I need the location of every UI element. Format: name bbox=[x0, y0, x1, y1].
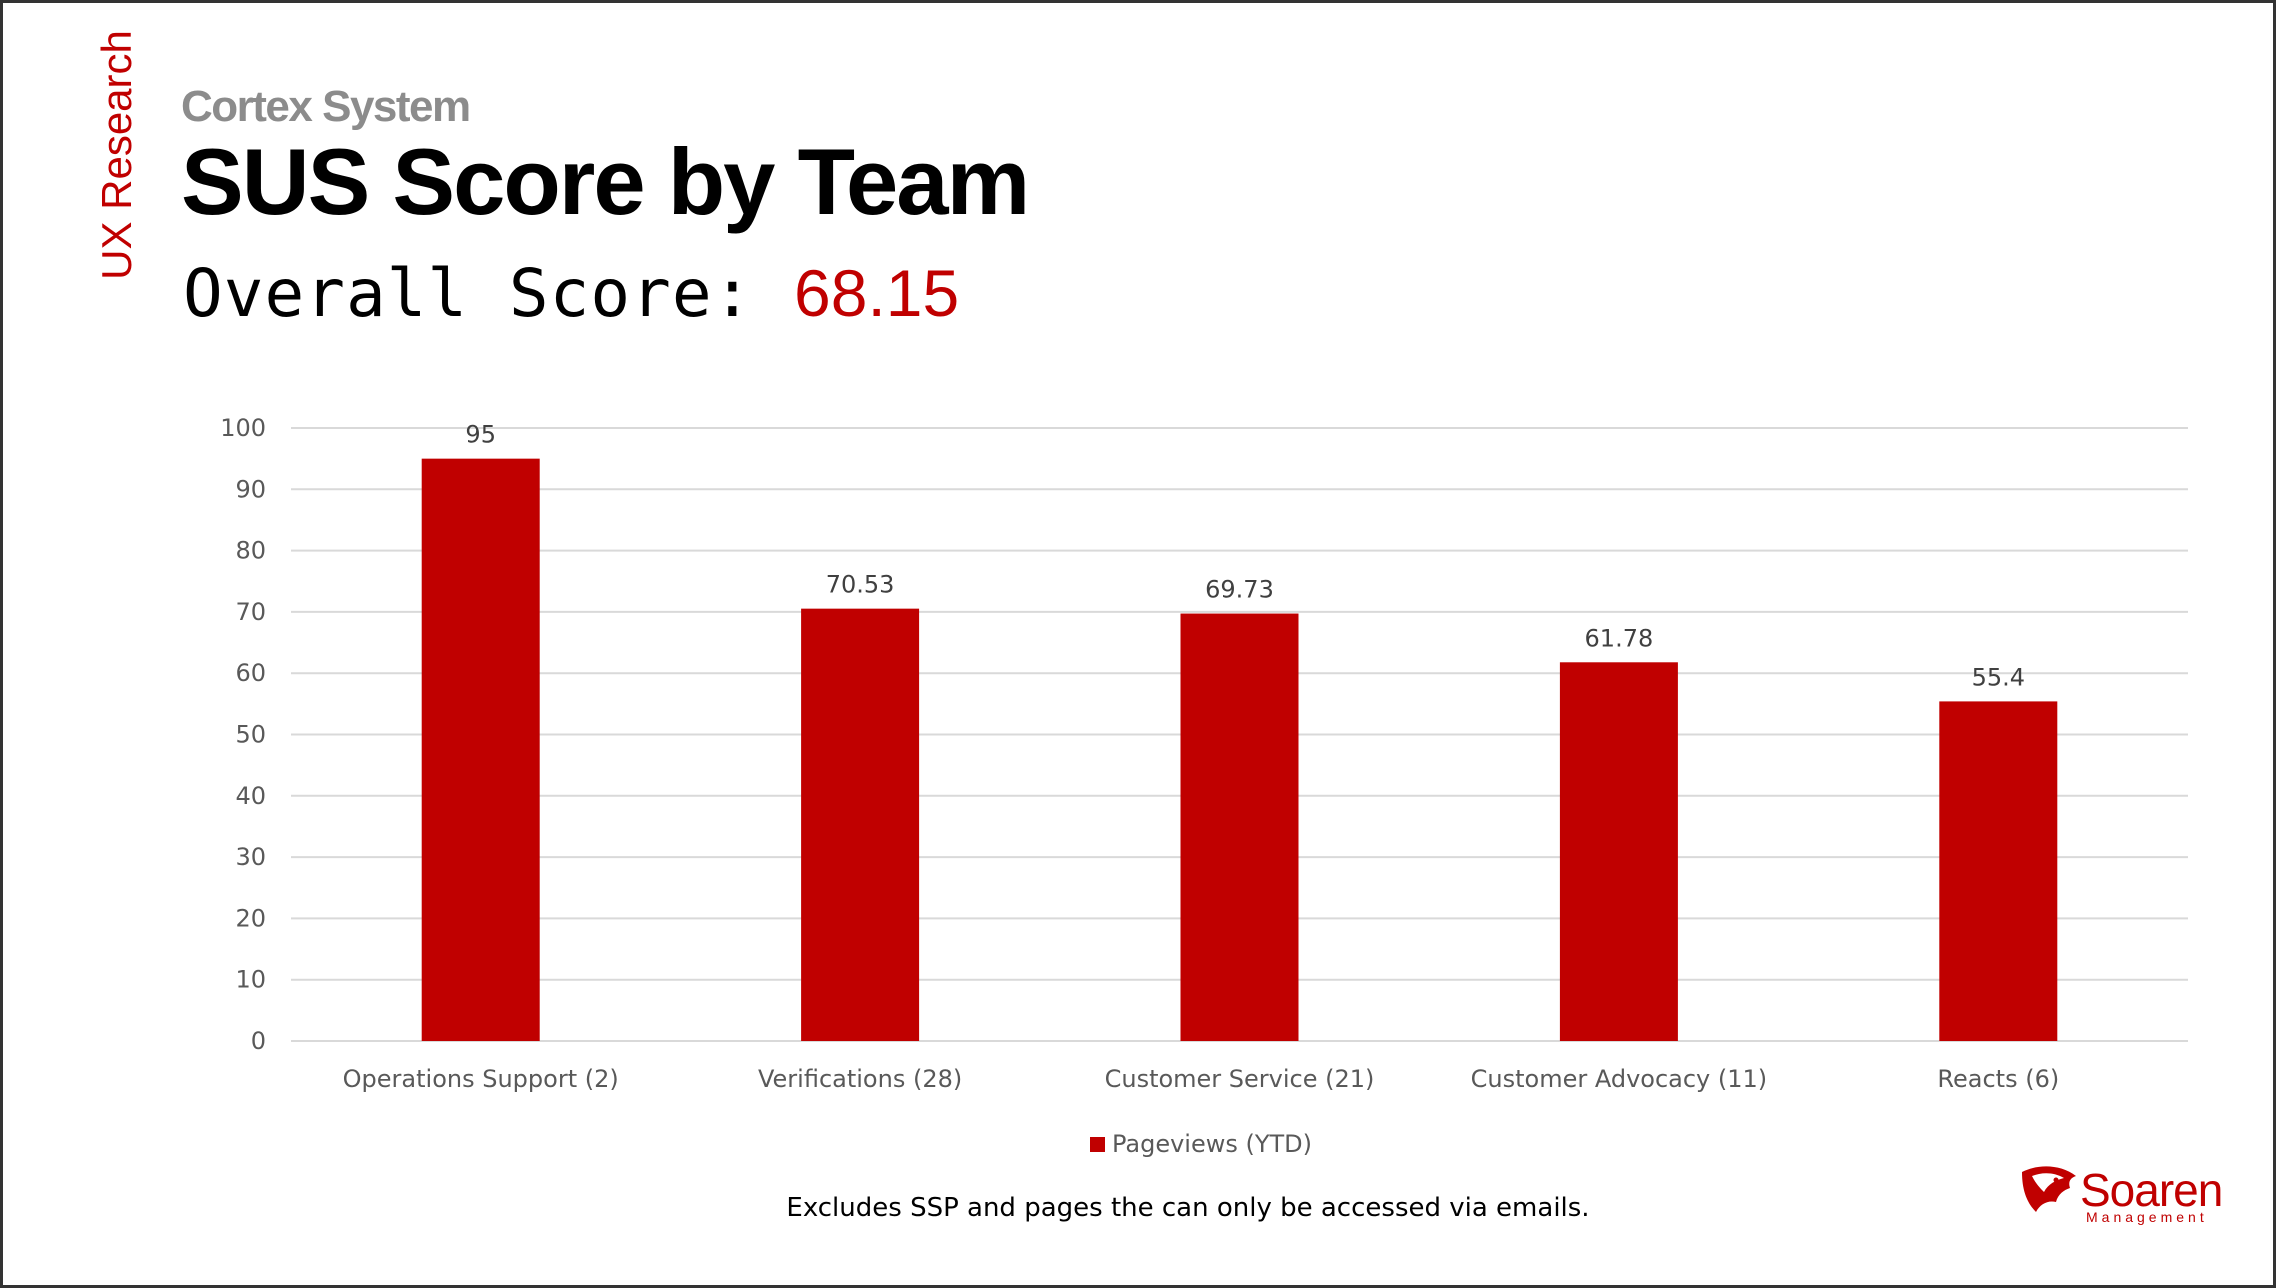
y-tick-label: 50 bbox=[235, 721, 266, 749]
data-label: 55.4 bbox=[1972, 663, 2025, 691]
data-label: 70.53 bbox=[826, 571, 895, 599]
bar bbox=[1559, 662, 1678, 1041]
y-tick-label: 90 bbox=[235, 475, 266, 503]
eagle-icon bbox=[2022, 1166, 2076, 1212]
y-tick-label: 20 bbox=[235, 904, 266, 932]
y-tick-label: 10 bbox=[235, 966, 266, 994]
overall-score: Overall Score: 68.15 bbox=[183, 255, 959, 332]
footnote: Excludes SSP and pages the can only be a… bbox=[786, 1193, 1590, 1223]
x-tick-label: Operations Support (2) bbox=[343, 1065, 619, 1093]
bar bbox=[1939, 701, 2058, 1041]
x-tick-label: Reacts (6) bbox=[1937, 1065, 2059, 1093]
supertitle: Cortex System bbox=[181, 82, 471, 131]
overall-score-label: Overall Score: bbox=[183, 255, 795, 332]
overall-score-value: 68.15 bbox=[794, 256, 960, 330]
logo-subtitle: Management bbox=[2086, 1209, 2208, 1225]
bar bbox=[421, 458, 540, 1041]
x-tick-label: Customer Advocacy (11) bbox=[1471, 1065, 1768, 1093]
bar bbox=[1180, 613, 1299, 1041]
y-tick-label: 80 bbox=[235, 537, 266, 565]
y-tick-label: 0 bbox=[251, 1027, 266, 1055]
data-label: 69.73 bbox=[1205, 576, 1274, 604]
y-tick-label: 30 bbox=[235, 843, 266, 871]
y-tick-label: 70 bbox=[235, 598, 266, 626]
company-logo: Soaren Management bbox=[2018, 1160, 2223, 1230]
y-tick-label: 60 bbox=[235, 659, 266, 687]
x-tick-label: Customer Service (21) bbox=[1105, 1065, 1375, 1093]
logo-wordmark: Soaren bbox=[2080, 1164, 2223, 1216]
bar bbox=[801, 608, 920, 1041]
legend-label: Pageviews (YTD) bbox=[1112, 1130, 1312, 1158]
data-label: 61.78 bbox=[1585, 624, 1654, 652]
x-tick-label: Verifications (28) bbox=[758, 1065, 962, 1093]
y-tick-label: 40 bbox=[235, 782, 266, 810]
data-label: 95 bbox=[465, 421, 496, 449]
legend-swatch bbox=[1090, 1137, 1105, 1152]
y-tick-label: 100 bbox=[220, 414, 266, 442]
page-title: SUS Score by Team bbox=[181, 129, 1030, 234]
